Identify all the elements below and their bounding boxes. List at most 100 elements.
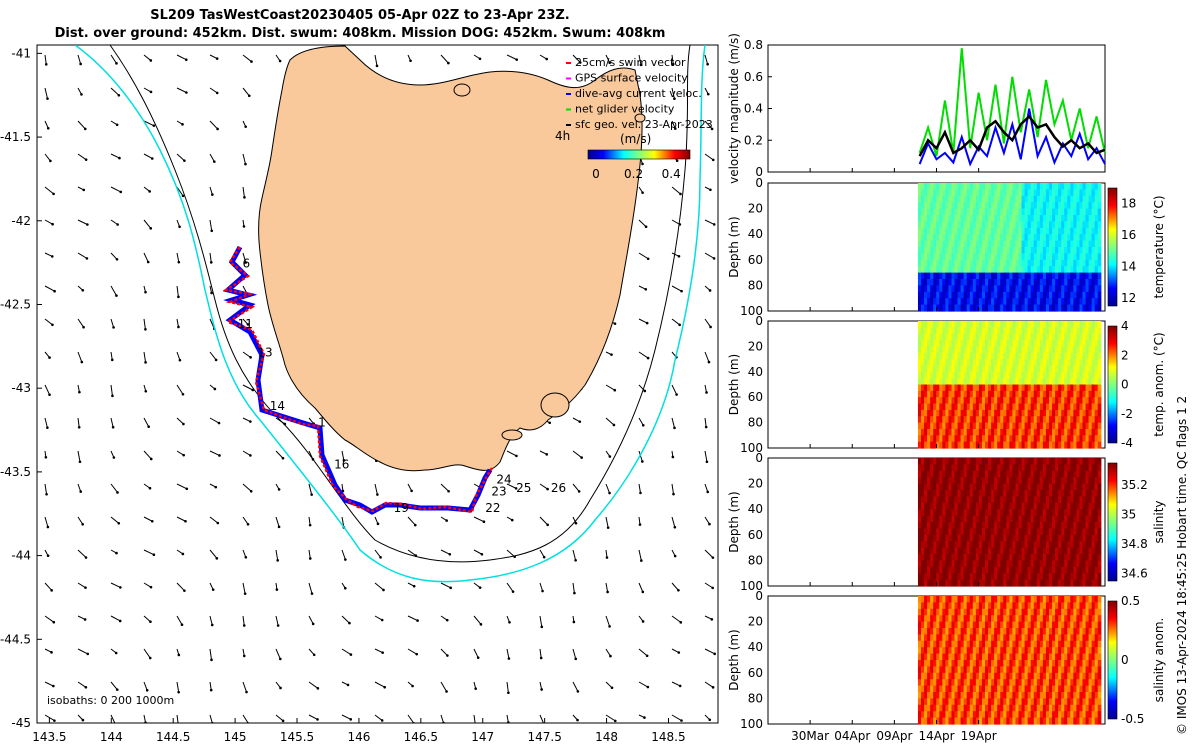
- heatmap-cell: [975, 615, 980, 623]
- heatmap-cell: [939, 409, 943, 417]
- heatmap-cell: [991, 428, 995, 436]
- heatmap-cell: [942, 672, 946, 680]
- heatmap-cell: [984, 621, 989, 629]
- heatmap-cell: [951, 711, 956, 719]
- current-vector: [209, 318, 215, 329]
- heatmap-cell: [984, 365, 989, 373]
- heatmap-cell: [972, 464, 977, 472]
- heatmap-cell: [917, 640, 922, 648]
- heatmap-cell: [1067, 371, 1071, 379]
- heatmap-cell: [942, 291, 946, 299]
- heatmap-cell: [948, 672, 953, 680]
- current-vector-head: [515, 454, 518, 458]
- heatmap-cell: [1070, 470, 1074, 478]
- heatmap-cell: [988, 547, 992, 555]
- heatmap-cell: [936, 634, 940, 642]
- heatmap-cell: [1009, 195, 1014, 203]
- heatmap-cell: [1079, 340, 1084, 347]
- heatmap-cell: [1015, 240, 1020, 248]
- heatmap-cell: [951, 409, 956, 417]
- heatmap-cell: [1018, 189, 1023, 197]
- heatmap-cell: [930, 384, 934, 392]
- heatmap-cell: [939, 522, 943, 529]
- current-vector: [308, 681, 319, 689]
- heatmap-cell: [984, 272, 989, 280]
- heatmap-cell: [930, 547, 934, 555]
- heatmap-cell: [1079, 477, 1084, 485]
- heatmap-cell: [945, 259, 950, 267]
- heatmap-cell: [948, 409, 953, 417]
- heatmap-cell: [942, 259, 946, 267]
- heatmap-cell: [936, 378, 940, 386]
- heatmap-cell: [969, 717, 974, 725]
- heatmap-cell: [933, 458, 937, 465]
- heatmap-cell: [930, 359, 934, 367]
- heatmap-cell: [1027, 458, 1032, 465]
- heatmap-cell: [972, 272, 977, 280]
- heatmap-cell: [981, 397, 986, 405]
- current-vector-head: [606, 526, 610, 529]
- heatmap-cell: [930, 717, 934, 725]
- current-vector-head: [609, 654, 612, 658]
- heatmap-cell: [1012, 470, 1017, 478]
- heatmap-cell: [1009, 321, 1014, 328]
- heatmap-cell: [1085, 215, 1090, 222]
- heatmap-cell: [994, 628, 998, 635]
- heatmap-cell: [1076, 227, 1081, 235]
- heatmap-cell: [1094, 490, 1099, 497]
- heatmap-cell: [984, 390, 989, 398]
- heatmap-cell: [957, 647, 962, 655]
- heatmap-cell: [997, 346, 1001, 354]
- heatmap-cell: [966, 422, 971, 430]
- heatmap-cell: [1052, 240, 1056, 248]
- heatmap-cell: [991, 640, 995, 648]
- current-vector: [638, 417, 644, 426]
- current-vector: [572, 681, 579, 692]
- heatmap-cell: [1012, 490, 1017, 497]
- colorbar-tick-label: 12: [1121, 291, 1136, 305]
- heatmap-cell: [1094, 528, 1099, 536]
- heatmap-cell: [1000, 547, 1004, 555]
- heatmap-cell: [1027, 240, 1032, 248]
- heatmap-cell: [1055, 272, 1059, 280]
- heatmap-cell: [975, 428, 980, 436]
- heatmap-cell: [1088, 403, 1093, 411]
- heatmap-cell: [927, 378, 931, 386]
- heatmap-cell: [981, 247, 986, 254]
- heatmap-cell: [1018, 298, 1023, 306]
- heatmap-cell: [942, 515, 946, 523]
- heatmap-cell: [927, 234, 931, 242]
- heatmap-cell: [1024, 359, 1029, 367]
- heatmap-cell: [969, 547, 974, 555]
- heatmap-cell: [1048, 534, 1053, 542]
- heatmap-cell: [969, 435, 974, 443]
- heatmap-cell: [978, 234, 983, 242]
- heatmap-cell: [1088, 390, 1093, 398]
- current-vector: [605, 648, 611, 657]
- heatmap-cell: [927, 634, 931, 642]
- heatmap-cell: [1061, 560, 1065, 568]
- heatmap-cell: [966, 272, 971, 280]
- heatmap-cell: [1085, 259, 1090, 267]
- heatmap-cell: [1048, 215, 1053, 222]
- heatmap-cell: [1085, 397, 1090, 405]
- heatmap-cell: [969, 365, 974, 373]
- heatmap-cell: [1073, 259, 1078, 267]
- heatmap-cell: [1079, 428, 1084, 436]
- heatmap-cell: [1006, 247, 1010, 254]
- heatmap-cell: [997, 240, 1001, 248]
- heatmap-cell: [963, 509, 968, 517]
- heatmap-cell: [1073, 477, 1078, 485]
- heatmap-cell: [945, 596, 950, 603]
- heatmap-cell: [1048, 183, 1053, 190]
- current-vector: [77, 351, 83, 363]
- heatmap-cell: [924, 579, 928, 587]
- heatmap-cell: [945, 666, 950, 674]
- heatmap-cell: [994, 509, 998, 517]
- heatmap-cell: [927, 554, 931, 561]
- heatmap-cell: [1000, 602, 1004, 610]
- heatmap-cell: [972, 704, 977, 712]
- heatmap-cell: [963, 647, 968, 655]
- heatmap-cell: [933, 352, 937, 360]
- heatmap-cell: [942, 483, 946, 491]
